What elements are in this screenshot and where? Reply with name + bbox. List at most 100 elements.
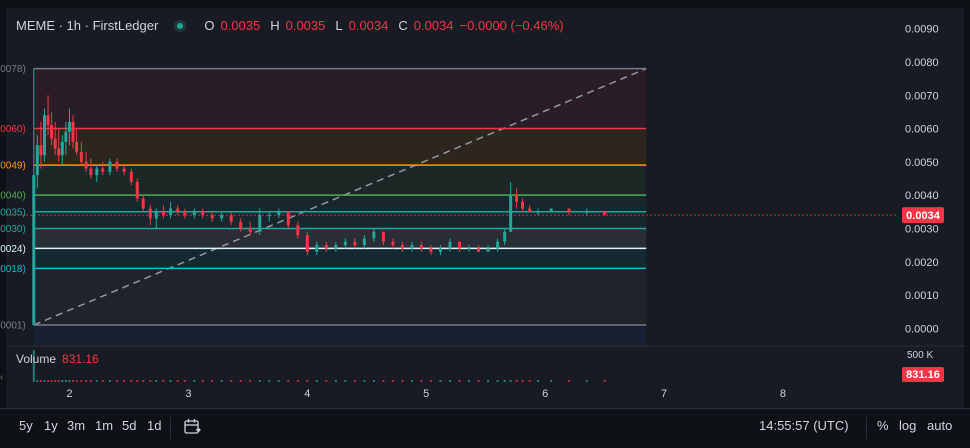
fib-retracement[interactable]: 0 (0.0078) 0.236 (0.0060) 0.382 (0.0049) 0.… [0,64,647,345]
log-scale-button[interactable]: log [899,418,917,433]
x-tick-label: 7 [661,388,667,400]
candle-body [315,245,319,252]
scroll-left-icon[interactable]: ‹ [0,372,4,383]
candle-body [75,141,79,152]
open-label: O [204,18,215,33]
candle-body [192,211,196,216]
candle-body [42,115,46,156]
volume-bar [458,380,461,382]
auto-scale-button[interactable]: auto [927,418,953,433]
candle-body [400,245,404,249]
clock-time[interactable]: 14:55:57 (UTC) [759,418,849,433]
candle-body [486,248,490,252]
volume-bar [61,380,64,382]
volume-bar [183,380,186,382]
volume-bar [39,380,42,382]
volume-label: Volume [16,352,57,366]
candle-body [296,225,300,236]
candle-body [503,231,507,242]
date-range-icon[interactable] [183,418,203,436]
candle-body [277,211,281,216]
last-price-badge [902,207,944,224]
volume-bar [193,380,196,382]
range-1d-button[interactable]: 1d [147,418,162,433]
volume-bar [123,380,126,382]
candle-body [528,208,532,212]
fib-level-label: 0.702 (0.0024) [0,244,26,255]
candle-body [129,171,133,182]
y-tick-label: 0.0040 [905,190,939,202]
candle-body [305,235,309,252]
high-label: H [270,18,280,33]
volume-bar [487,380,490,382]
range-5y-button[interactable]: 5y [19,418,33,433]
candle-body [108,161,112,172]
y-tick-label: 0.0090 [905,24,939,36]
range-1y-button[interactable]: 1y [44,418,58,433]
candle-body [239,221,243,229]
change-value: −0.0000 (−0.46%) [459,18,564,33]
candle-body [324,245,328,249]
volume-bar [537,380,539,382]
volume-bar [258,380,261,382]
candle-body [258,215,262,232]
range-5d-button[interactable]: 5d [122,418,137,433]
candle-body [169,208,173,216]
range-3m-button[interactable]: 3m [67,418,86,433]
volume-bar [116,380,119,382]
volume-bar [353,380,356,382]
candle-body [549,208,553,212]
volume-bar [64,380,67,382]
toolbar-divider [170,417,171,439]
volume-bar [85,380,88,382]
fib-level-label: 1 (0.0001) [0,321,26,332]
volume-bar [325,380,328,382]
volume-bar [585,380,588,382]
candle-body [101,168,105,172]
volume-bar [550,380,553,382]
candle-body [536,211,540,213]
volume-bar [503,380,506,382]
volume-bar [211,380,214,382]
fib-level-label: 0.559 (0.0035) [0,207,26,218]
volume-bar [169,380,172,382]
volume-bar [477,380,480,382]
candle-body [46,115,50,126]
percent-scale-button[interactable]: % [877,418,889,433]
y-tick-label: 0.0000 [905,323,939,335]
volume-bar [108,380,111,382]
candle-body [32,175,36,326]
candle-body [362,238,366,246]
candle-body [148,208,152,219]
candle-body [89,168,93,176]
symbol-title[interactable]: MEME · 1h · FirstLedger [16,18,159,33]
volume-bar [449,380,451,382]
volume-bar [344,380,347,382]
volume-bar [429,380,432,382]
candle-body [201,211,205,216]
range-1m-button[interactable]: 1m [95,418,114,433]
candle-body [39,145,43,156]
candle-body [35,145,39,176]
volume-bar [603,380,606,382]
volume-bar [306,380,309,382]
volume-bar [95,380,98,382]
volume-bars [32,350,606,382]
volume-last-label: 831.16 [906,369,940,381]
volume-bar [220,380,223,382]
candles [32,68,607,326]
candle-body [50,125,54,139]
volume-bar [239,380,242,382]
candle-body [67,121,71,132]
candle-body [183,211,187,216]
y-tick-label: 0.0020 [905,257,939,269]
volume-bar [136,380,139,382]
y-tick-label: 0.0010 [905,290,939,302]
candle-body [122,168,126,172]
volume-bar [54,380,57,382]
bottom-toolbar: 5y 1y 3m 1m 5d 1d 14:55:57 (UTC) % log a… [0,408,970,448]
candle-body [286,211,290,226]
fib-zone [33,128,647,166]
y-tick-label: 0.0030 [905,223,939,235]
